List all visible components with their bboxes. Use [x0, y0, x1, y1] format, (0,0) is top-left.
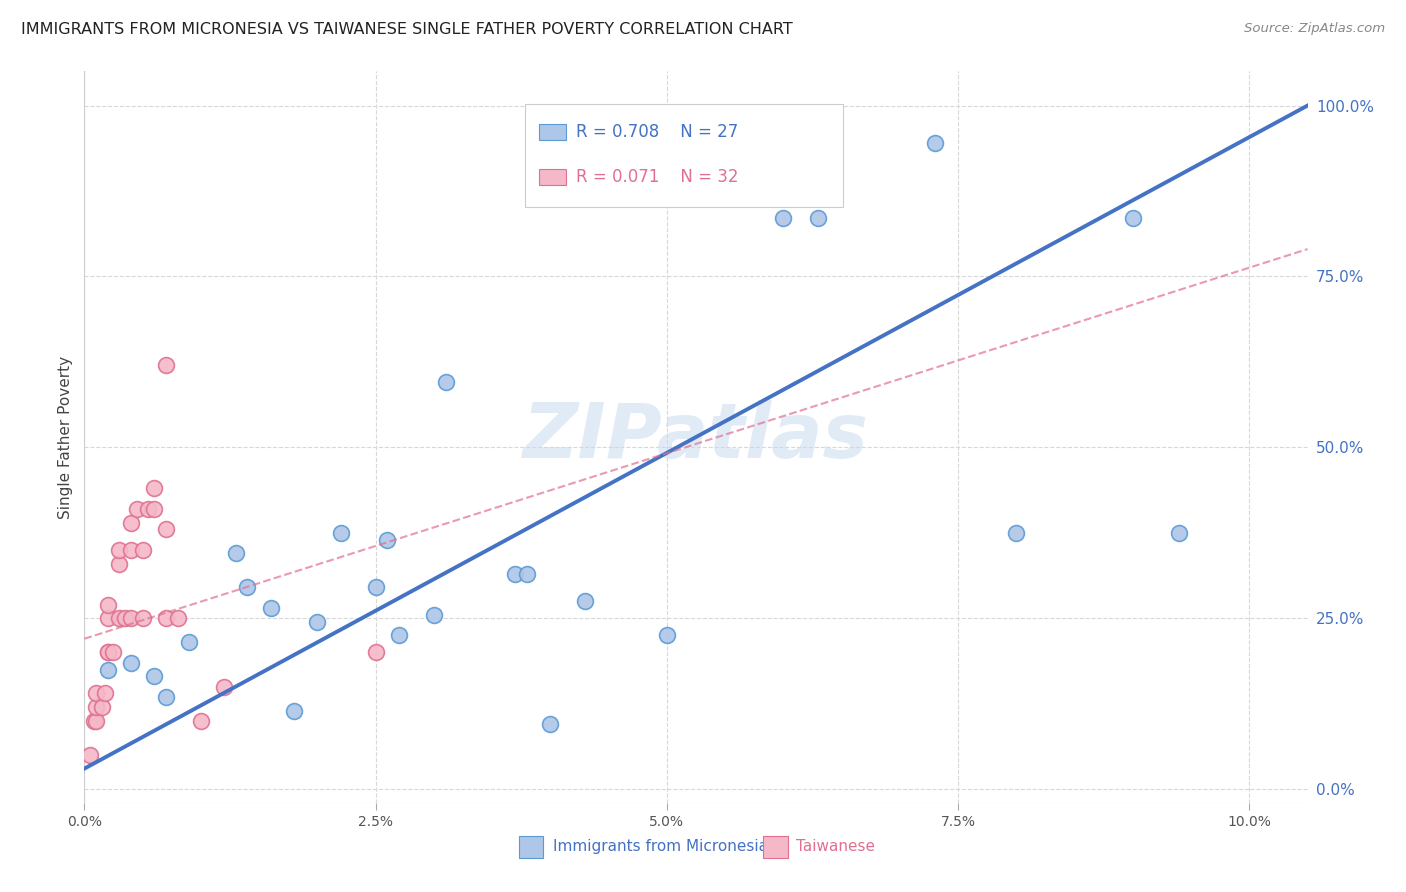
Point — [166, 611, 188, 625]
Point — [375, 533, 398, 547]
Point — [131, 611, 153, 625]
Point — [538, 717, 561, 731]
Bar — [763, 836, 787, 858]
Point — [125, 501, 148, 516]
Point — [108, 611, 131, 625]
FancyBboxPatch shape — [524, 104, 842, 207]
Point — [90, 700, 112, 714]
Text: IMMIGRANTS FROM MICRONESIA VS TAIWANESE SINGLE FATHER POVERTY CORRELATION CHART: IMMIGRANTS FROM MICRONESIA VS TAIWANESE … — [21, 22, 793, 37]
Point — [97, 663, 120, 677]
Point — [120, 516, 142, 530]
Text: ZIPatlas: ZIPatlas — [523, 401, 869, 474]
Point — [260, 601, 283, 615]
Point — [516, 566, 538, 581]
Text: Source: ZipAtlas.com: Source: ZipAtlas.com — [1244, 22, 1385, 36]
Point — [84, 700, 107, 714]
Point — [655, 628, 678, 642]
Point — [97, 611, 120, 625]
Point — [120, 542, 142, 557]
Point — [434, 376, 457, 390]
Point — [120, 611, 142, 625]
Point — [84, 714, 107, 728]
Point — [131, 542, 153, 557]
Point — [143, 669, 166, 683]
Point — [190, 714, 212, 728]
Point — [155, 611, 177, 625]
Point — [364, 645, 387, 659]
Point — [179, 635, 201, 649]
Y-axis label: Single Father Poverty: Single Father Poverty — [58, 356, 73, 518]
Point — [97, 598, 120, 612]
Point — [108, 542, 131, 557]
Point — [138, 501, 160, 516]
Point — [155, 690, 177, 704]
Bar — [540, 124, 567, 140]
Point — [924, 136, 946, 150]
Point — [143, 481, 166, 495]
Point — [94, 686, 117, 700]
Point — [574, 594, 596, 608]
Point — [83, 714, 105, 728]
Point — [423, 607, 446, 622]
Point — [155, 359, 177, 373]
Point — [236, 581, 259, 595]
Point — [1122, 211, 1144, 226]
Point — [143, 501, 166, 516]
Point — [155, 522, 177, 536]
Point — [120, 656, 142, 670]
Text: Taiwanese: Taiwanese — [796, 839, 876, 855]
Point — [807, 211, 830, 226]
Point — [212, 680, 235, 694]
Point — [97, 645, 120, 659]
Point — [79, 747, 101, 762]
Point — [1168, 525, 1191, 540]
Point — [84, 686, 107, 700]
Text: R = 0.708    N = 27: R = 0.708 N = 27 — [576, 123, 738, 141]
Point — [114, 611, 136, 625]
Point — [505, 566, 527, 581]
Point — [108, 557, 131, 571]
Point — [329, 525, 352, 540]
Point — [307, 615, 329, 629]
Point — [1005, 525, 1028, 540]
Point — [283, 704, 305, 718]
Point — [225, 546, 247, 560]
Point — [364, 581, 387, 595]
Point — [103, 645, 125, 659]
Text: R = 0.071    N = 32: R = 0.071 N = 32 — [576, 169, 738, 186]
Bar — [540, 169, 567, 186]
Text: Immigrants from Micronesia: Immigrants from Micronesia — [553, 839, 768, 855]
Point — [772, 211, 794, 226]
Point — [97, 645, 120, 659]
Bar — [519, 836, 543, 858]
Point — [388, 628, 411, 642]
